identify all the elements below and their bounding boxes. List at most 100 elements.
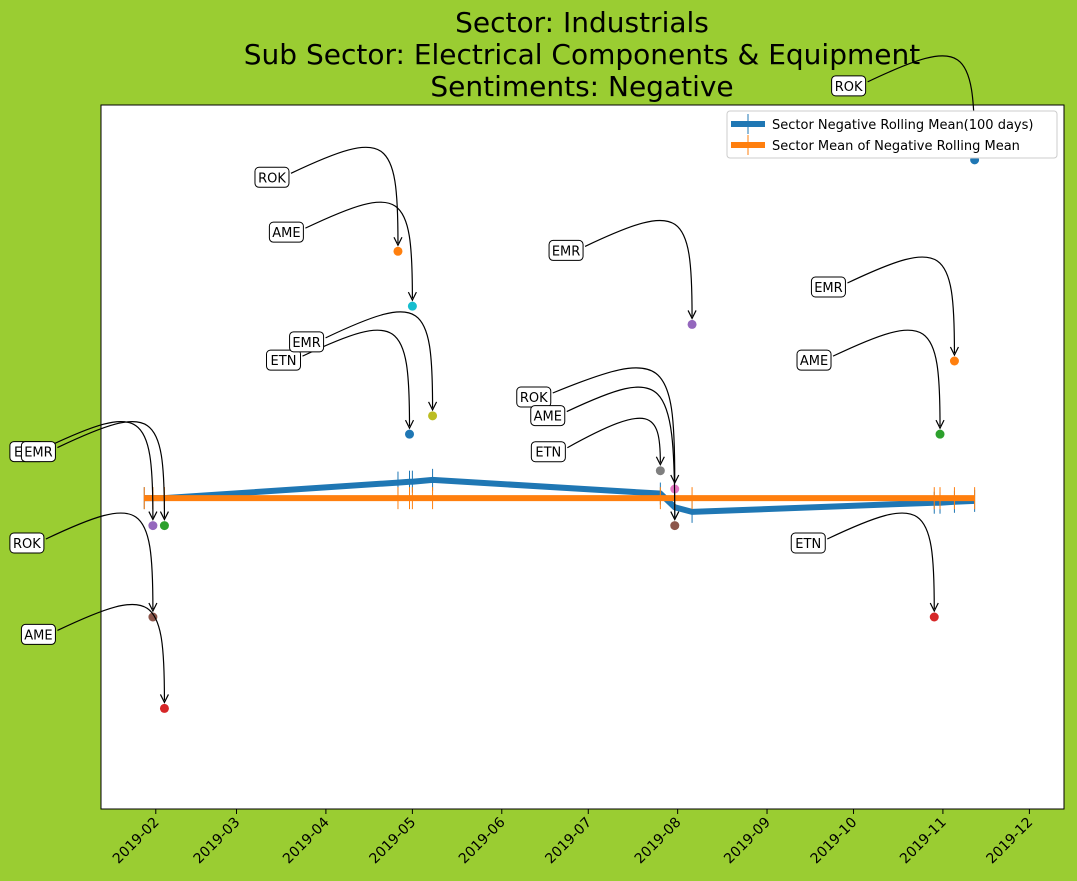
annotation-emr-8: EMR <box>289 311 438 421</box>
annotation-label: ROK <box>835 80 863 95</box>
annotation-arrowhead <box>407 291 417 302</box>
annotation-arrowhead <box>404 419 415 430</box>
annotation-box <box>9 532 45 554</box>
legend-box <box>726 110 1058 159</box>
title-line-subsector: Sub Sector: Electrical Components & Equi… <box>244 38 920 71</box>
annotation-arrow <box>57 420 166 518</box>
annotation-arrow <box>302 329 411 427</box>
x-tick-label: 2019-12 <box>984 815 1037 868</box>
annotation-arrowhead <box>670 511 680 521</box>
x-tick-label: 2019-05 <box>367 815 420 868</box>
annotation-arrowhead <box>687 310 697 320</box>
annotation-arrowhead <box>655 456 665 467</box>
annotation-etn-6: ETN <box>266 329 415 439</box>
annotation-point <box>159 703 169 713</box>
annotation-arrowhead <box>935 419 945 430</box>
annotation-arrow <box>45 420 154 518</box>
annotation-point <box>935 429 945 439</box>
annotation-arrowhead <box>148 511 158 521</box>
annotation-point <box>159 521 169 531</box>
annotation-label: ROK <box>13 537 41 552</box>
annotation-etn-13: ETN <box>790 512 939 622</box>
title-line-sector: Sector: Industrials <box>455 6 709 39</box>
x-axis: 2019-02 2019-03 2019-04 2019-05 2019-06 2019-… <box>110 809 1036 867</box>
annotation-arrow <box>584 219 693 317</box>
annotation-box <box>266 349 302 371</box>
x-tick-label: 2019-08 <box>632 815 685 868</box>
legend-label: Sector Negative Rolling Mean(100 days) <box>772 118 1033 133</box>
annotation-box <box>810 276 846 298</box>
x-tick-label: 2019-10 <box>808 815 861 868</box>
annotation-arrow <box>552 367 676 482</box>
annotation-arrow <box>567 417 661 463</box>
legend-item-2: Sector Mean of Negative Rolling Mean <box>731 135 1020 155</box>
annotation-point <box>148 521 158 531</box>
annotation-arrowhead <box>159 694 169 704</box>
annotation-arrow <box>45 512 154 610</box>
legend-item-1: Sector Negative Rolling Mean(100 days) <box>731 114 1033 134</box>
annotation-etn-9: ETN <box>530 417 665 476</box>
annotation-emr-12: EMR <box>548 219 697 329</box>
series-layer <box>143 468 976 523</box>
annotation-rok-10: ROK <box>516 367 680 494</box>
annotation-arrowhead <box>393 237 403 247</box>
annotation-label: ETN <box>795 537 821 552</box>
x-tick-label: 2019-04 <box>280 814 333 867</box>
annotation-box <box>268 221 304 243</box>
annotation-label: ETN <box>535 446 561 461</box>
plot-frame <box>100 104 1065 810</box>
annotation-label: ETN <box>271 354 297 369</box>
annotation-point <box>405 429 415 439</box>
annotation-box <box>530 441 566 463</box>
annotation-box <box>530 405 566 427</box>
annotation-arrow <box>305 201 413 299</box>
x-tick-label: 2019-02 <box>110 815 163 868</box>
annotation-emr-15: EMR <box>810 256 959 366</box>
annotation-point <box>949 356 959 366</box>
annotation-ame-14: AME <box>796 329 945 439</box>
annotation-label: AME <box>534 410 562 425</box>
annotation-box <box>20 623 56 645</box>
annotation-label: EMR <box>552 244 580 259</box>
annotation-box <box>20 441 56 463</box>
annotation-arrowhead <box>929 602 939 613</box>
annotation-box <box>831 75 867 97</box>
annotation-layer: ETNROKEMRAMEROKETNAMEEMRETNROKAMEEMRETNA… <box>9 55 980 713</box>
annotation-arrow <box>325 311 434 408</box>
annotation-arrowhead <box>428 401 438 412</box>
annotation-point <box>655 466 665 476</box>
annotation-box <box>548 239 584 261</box>
legend-label: Sector Mean of Negative Rolling Mean <box>772 139 1020 154</box>
annotation-point <box>428 411 438 421</box>
annotation-label: EMR <box>814 281 842 296</box>
annotation-label: AME <box>272 226 300 241</box>
title-line-sentiment: Sentiments: Negative <box>430 70 733 103</box>
annotation-ame-4: AME <box>20 603 169 713</box>
x-tick-label: 2019-11 <box>897 815 950 868</box>
annotation-label: EMR <box>24 446 52 461</box>
annotation-box <box>796 349 832 371</box>
annotation-label: ROK <box>520 391 548 406</box>
annotation-arrowhead <box>148 602 158 613</box>
x-tick-label: 2019-06 <box>456 814 509 867</box>
annotation-label: EMR <box>292 336 320 351</box>
x-tick-label: 2019-03 <box>191 815 244 868</box>
chart-title: Sector: Industrials Sub Sector: Electric… <box>244 6 920 103</box>
annotation-arrowhead <box>949 346 959 357</box>
legend: Sector Negative Rolling Mean(100 days) Se… <box>726 110 1058 159</box>
annotation-arrowhead <box>159 511 169 521</box>
annotation-point <box>670 521 680 531</box>
annotation-arrow <box>832 329 941 427</box>
annotation-arrow <box>566 386 676 518</box>
x-tick-label: 2019-07 <box>542 815 595 868</box>
annotation-box <box>790 532 826 554</box>
plot-area <box>101 105 1064 809</box>
annotation-box <box>289 331 325 353</box>
annotation-point <box>407 301 417 311</box>
annotation-label: ROK <box>258 171 286 186</box>
annotation-point <box>148 612 158 622</box>
x-tick-label: 2019-09 <box>721 815 774 868</box>
annotation-point <box>393 246 403 256</box>
annotation-emr-3: EMR <box>20 420 169 531</box>
